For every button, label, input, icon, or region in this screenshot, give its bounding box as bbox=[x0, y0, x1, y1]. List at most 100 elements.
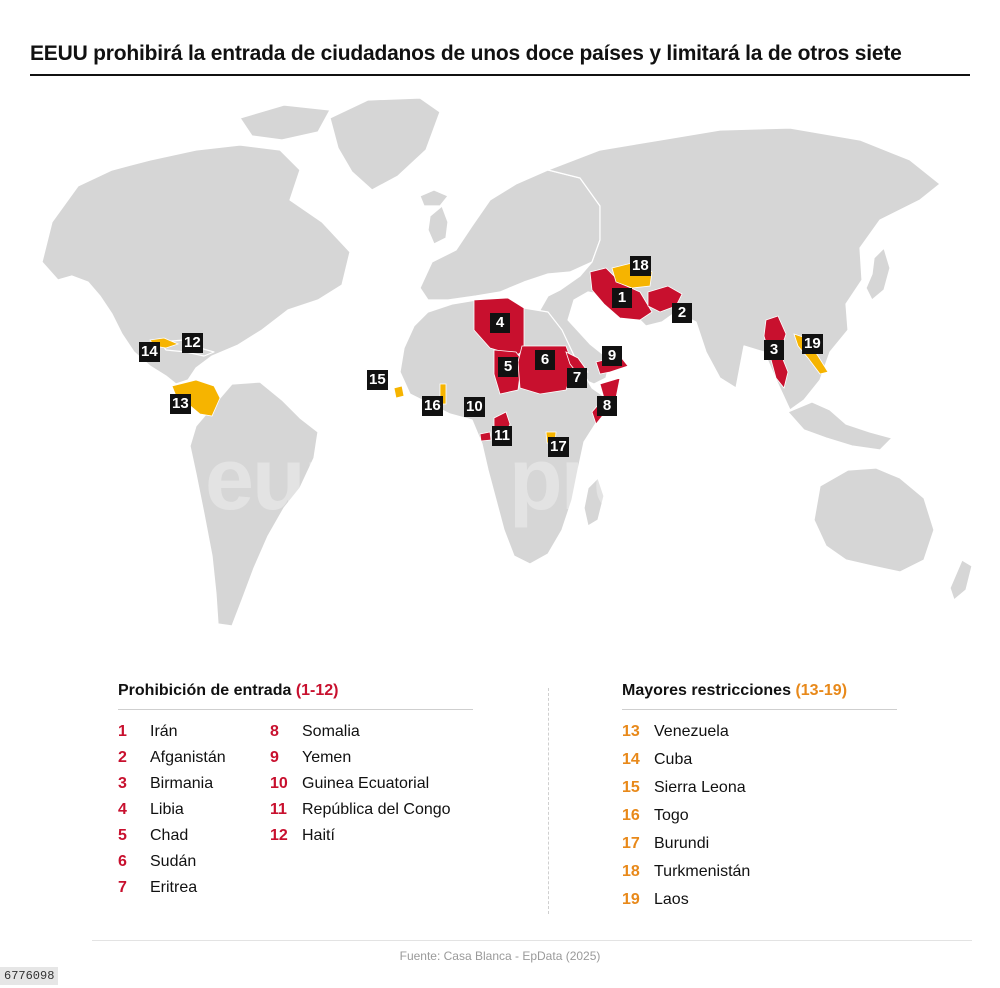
legend-item-name: Yemen bbox=[302, 749, 352, 766]
legend-item-name: Burundi bbox=[654, 835, 710, 852]
legend-item-number: 10 bbox=[270, 775, 288, 792]
map-marker-18: 18 bbox=[630, 256, 651, 276]
legend-item: 4 Libia bbox=[118, 799, 184, 821]
legend-item: 18 Turkmenistán bbox=[622, 861, 750, 883]
madagascar-landmass bbox=[583, 477, 605, 527]
map-marker-12: 12 bbox=[182, 333, 203, 353]
map-marker-10: 10 bbox=[464, 397, 485, 417]
footer-rule bbox=[92, 940, 972, 941]
map-marker-5: 5 bbox=[498, 357, 518, 377]
legend-item-name: Chad bbox=[150, 827, 189, 844]
legend-item-number: 7 bbox=[118, 879, 127, 896]
asia-landmass bbox=[539, 127, 941, 411]
legend-item-name: Libia bbox=[150, 801, 184, 818]
legend-item: 19 Laos bbox=[622, 889, 689, 911]
legend-item: 14 Cuba bbox=[622, 749, 692, 771]
legend-item: 8 Somalia bbox=[270, 721, 360, 743]
south-america-landmass bbox=[189, 381, 319, 627]
map-marker-16: 16 bbox=[422, 396, 443, 416]
legend-item-number: 15 bbox=[622, 779, 640, 796]
legend-item-name: Eritrea bbox=[150, 879, 198, 896]
map-marker-9: 9 bbox=[602, 346, 622, 366]
legend-item-name: Irán bbox=[150, 723, 178, 740]
legend-item-number: 2 bbox=[118, 749, 127, 766]
legend-item: 13 Venezuela bbox=[622, 721, 729, 743]
map-marker-13: 13 bbox=[170, 394, 191, 414]
legend-item: 10 Guinea Ecuatorial bbox=[270, 773, 429, 795]
legend-item: 11 República del Congo bbox=[270, 799, 451, 821]
legend-item-name: Sudán bbox=[150, 853, 197, 870]
legend-ban-range: (1-12) bbox=[295, 682, 339, 699]
legend-divider bbox=[548, 688, 549, 914]
legend-item: 9 Yemen bbox=[270, 747, 351, 769]
legend-item: 2 Afganistán bbox=[118, 747, 226, 769]
legend-restrict-title: Mayores restricciones bbox=[622, 682, 791, 699]
legend-item: 17 Burundi bbox=[622, 833, 709, 855]
legend-item-number: 13 bbox=[622, 723, 640, 740]
legend-item: 7 Eritrea bbox=[118, 877, 197, 899]
watermark: europa press bbox=[205, 429, 736, 528]
legend-item-name: Venezuela bbox=[654, 723, 729, 740]
southeast-asia-islands-landmass bbox=[787, 401, 893, 451]
legend-item-number: 9 bbox=[270, 749, 279, 766]
legend-restrict-rule bbox=[622, 709, 897, 710]
legend-item-number: 12 bbox=[270, 827, 288, 844]
legend-item-name: Laos bbox=[654, 891, 689, 908]
greenland-landmass bbox=[329, 97, 441, 191]
legend-item-number: 8 bbox=[270, 723, 279, 740]
legend-restrict-heading: Mayores restricciones (13-19) bbox=[622, 682, 847, 700]
legend-item-number: 5 bbox=[118, 827, 127, 844]
legend-item-name: Haití bbox=[302, 827, 335, 844]
page-title: EEUU prohibirá la entrada de ciudadanos … bbox=[30, 42, 902, 65]
legend-item: 5 Chad bbox=[118, 825, 188, 847]
title-rule bbox=[30, 74, 970, 76]
north-america-landmass bbox=[41, 144, 351, 385]
legend-item-number: 14 bbox=[622, 751, 640, 768]
photo-id-tag: 6776098 bbox=[0, 967, 59, 985]
legend-item-name: Afganistán bbox=[150, 749, 226, 766]
legend-item: 16 Togo bbox=[622, 805, 689, 827]
map-marker-4: 4 bbox=[490, 313, 510, 333]
legend-item-number: 1 bbox=[118, 723, 127, 740]
legend-item-name: Turkmenistán bbox=[654, 863, 751, 880]
source-note: Fuente: Casa Blanca - EpData (2025) bbox=[399, 949, 601, 963]
legend-item-number: 6 bbox=[118, 853, 127, 870]
legend-item: 15 Sierra Leona bbox=[622, 777, 746, 799]
arctic-islands-landmass bbox=[239, 104, 331, 141]
legend-item-number: 17 bbox=[622, 835, 640, 852]
uk-landmass bbox=[427, 205, 449, 245]
legend-item-name: Guinea Ecuatorial bbox=[302, 775, 430, 792]
country-equatorial-guinea bbox=[479, 431, 492, 442]
legend-item-name: Birmania bbox=[150, 775, 214, 792]
legend-item-number: 11 bbox=[270, 801, 287, 818]
legend-item-number: 18 bbox=[622, 863, 640, 880]
country-sudan bbox=[517, 345, 575, 395]
legend-item-name: Cuba bbox=[654, 751, 693, 768]
legend-ban-rule bbox=[118, 709, 473, 710]
legend-item-name: Somalia bbox=[302, 723, 360, 740]
australia-landmass bbox=[813, 467, 935, 573]
legend-item: 6 Sudán bbox=[118, 851, 196, 873]
japan-landmass bbox=[865, 247, 891, 301]
map-marker-15: 15 bbox=[367, 370, 388, 390]
legend-item-name: Togo bbox=[654, 807, 689, 824]
legend-item-number: 19 bbox=[622, 891, 640, 908]
map-marker-19: 19 bbox=[802, 334, 823, 354]
legend-item: 3 Birmania bbox=[118, 773, 213, 795]
legend-item-number: 16 bbox=[622, 807, 640, 824]
new-zealand-landmass bbox=[949, 559, 973, 601]
map-marker-14: 14 bbox=[139, 342, 160, 362]
map-marker-3: 3 bbox=[764, 340, 784, 360]
legend-item: 12 Haití bbox=[270, 825, 335, 847]
legend-ban-heading: Prohibición de entrada (1-12) bbox=[118, 682, 339, 700]
legend-item-name: Sierra Leona bbox=[654, 779, 746, 796]
map-marker-2: 2 bbox=[672, 303, 692, 323]
map-marker-7: 7 bbox=[567, 368, 587, 388]
legend-item-name: República del Congo bbox=[302, 801, 451, 818]
legend-restrict-range: (13-19) bbox=[795, 682, 848, 699]
legend-ban-title: Prohibición de entrada bbox=[118, 682, 292, 699]
legend-item-number: 3 bbox=[118, 775, 127, 792]
map-marker-11: 11 bbox=[492, 426, 512, 446]
map-marker-17: 17 bbox=[548, 437, 569, 457]
map-marker-8: 8 bbox=[597, 396, 617, 416]
